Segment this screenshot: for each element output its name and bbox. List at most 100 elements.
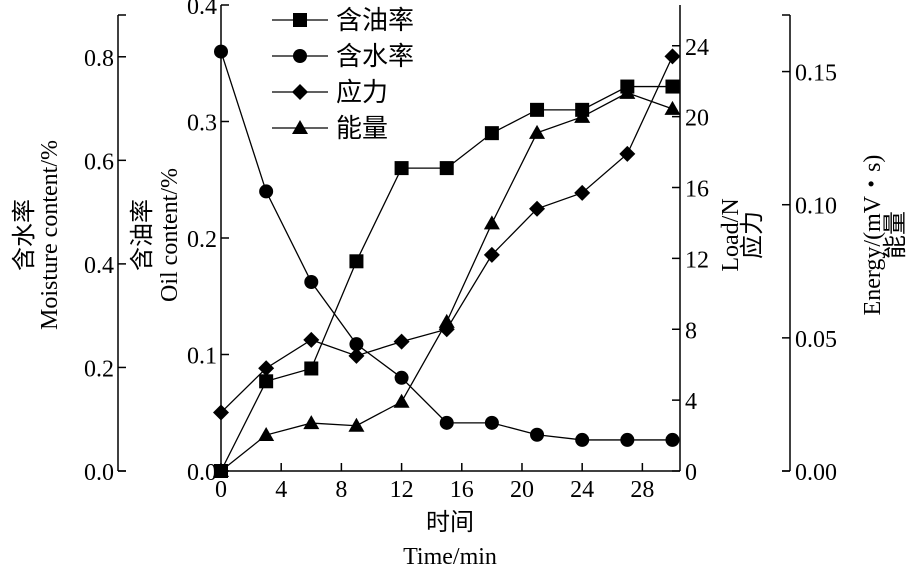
legend-label: 应力 (336, 78, 388, 107)
oil-tick-label: 0.4 (187, 0, 217, 20)
oil-point (439, 161, 454, 176)
energy-point (258, 427, 275, 442)
energy-point (303, 415, 320, 430)
moisture-point (349, 337, 364, 352)
load-point (664, 48, 681, 65)
moisture-tick-label: 0.2 (84, 356, 114, 382)
moisture-point (530, 427, 545, 442)
energy-point (348, 417, 365, 432)
moisture-axis-title-cn: 含水率 (11, 199, 38, 271)
load-point (303, 331, 320, 348)
legend-label: 能量 (336, 114, 388, 143)
load-tick-label: 24 (685, 35, 709, 61)
energy-point (393, 393, 410, 408)
load-axis-title-cn: 应力 (739, 211, 766, 259)
load-point (483, 246, 500, 263)
legend-diamond-icon (292, 84, 308, 100)
energy-line (220, 92, 673, 472)
legend-item-energy: 能量 (272, 114, 388, 143)
load-tick-label: 8 (685, 318, 697, 344)
oil-point (304, 361, 319, 376)
moisture-tick-label: 0.4 (84, 253, 114, 279)
x-tick-label: 16 (450, 477, 474, 503)
legend-item-oil: 含油率 (272, 6, 414, 35)
energy-axis-title-cn: 能量 (882, 211, 909, 259)
moisture-point (484, 415, 499, 430)
moisture-point (394, 370, 409, 385)
energy-point (619, 84, 636, 99)
oil-axis-title: Oil content/% (157, 168, 183, 302)
energy-tick-label: 0.10 (795, 194, 837, 220)
moisture-point (214, 44, 228, 59)
x-tick-label: 24 (570, 477, 594, 503)
moisture-point (439, 415, 454, 430)
oil-point (665, 79, 680, 94)
legend-square-icon (293, 13, 307, 27)
x-tick-label: 0 (215, 477, 227, 503)
load-tick-label: 12 (685, 247, 709, 273)
load-axis-title: Load/N (718, 198, 744, 271)
legend-item-moisture: 含水率 (272, 42, 414, 71)
oil-point (394, 161, 409, 176)
energy-point (438, 313, 455, 328)
energy-tick-label: 0.00 (795, 460, 837, 486)
energy-point (213, 463, 229, 477)
x-tick-label: 12 (390, 477, 414, 503)
moisture-point (575, 432, 590, 447)
load-point (213, 404, 229, 421)
legend-item-load: 应力 (272, 78, 388, 107)
energy-tick-label: 0.05 (795, 327, 837, 353)
moisture-point (620, 432, 635, 447)
load-point (529, 200, 546, 217)
load-tick-label: 16 (685, 177, 709, 203)
oil-tick-label: 0.2 (187, 227, 217, 253)
energy-point (574, 108, 591, 123)
x-tick-label: 28 (630, 477, 654, 503)
energy-axis-title: Energy/(mV・s) (860, 155, 886, 316)
energy-point (483, 215, 500, 230)
oil-tick-label: 0.1 (187, 344, 217, 370)
oil-axis-title-cn: 含油率 (129, 199, 156, 271)
moisture-axis-title: Moisture content/% (37, 140, 63, 330)
load-point (393, 333, 410, 350)
moisture-tick-label: 0.8 (84, 46, 114, 72)
moisture-point (259, 184, 274, 199)
series-energy (213, 84, 681, 477)
load-tick-label: 4 (685, 389, 697, 415)
load-point (619, 145, 636, 162)
legend-circle-icon (293, 49, 307, 63)
load-point (574, 184, 591, 201)
moisture-point (304, 275, 319, 290)
x-tick-label: 4 (275, 477, 287, 503)
load-line (220, 56, 674, 413)
oil-line (220, 85, 673, 472)
series-load (213, 48, 681, 421)
load-point (258, 360, 275, 377)
load-point (348, 347, 365, 364)
moisture-tick-label: 0.6 (84, 149, 114, 175)
x-tick-label: 20 (510, 477, 534, 503)
load-tick-label: 20 (685, 106, 709, 132)
x-axis-title-cn: 时间 (426, 509, 474, 536)
energy-tick-label: 0.15 (795, 61, 837, 87)
series-moisture (214, 44, 680, 447)
oil-tick-label: 0.0 (187, 460, 217, 486)
energy-point (664, 100, 681, 115)
oil-point (484, 126, 499, 141)
oil-point (349, 254, 364, 269)
moisture-point (665, 432, 680, 447)
legend-label: 含油率 (336, 6, 414, 35)
legend-triangle-icon (292, 120, 308, 134)
legend-label: 含水率 (336, 42, 414, 71)
moisture-tick-label: 0.0 (84, 460, 114, 486)
x-axis-title: Time/min (403, 544, 497, 570)
load-tick-label: 0 (685, 460, 697, 486)
energy-point (529, 124, 546, 139)
x-tick-label: 8 (335, 477, 347, 503)
oil-point (530, 102, 545, 117)
oil-point (259, 374, 274, 389)
moisture-line (220, 51, 673, 441)
oil-tick-label: 0.3 (187, 111, 217, 137)
